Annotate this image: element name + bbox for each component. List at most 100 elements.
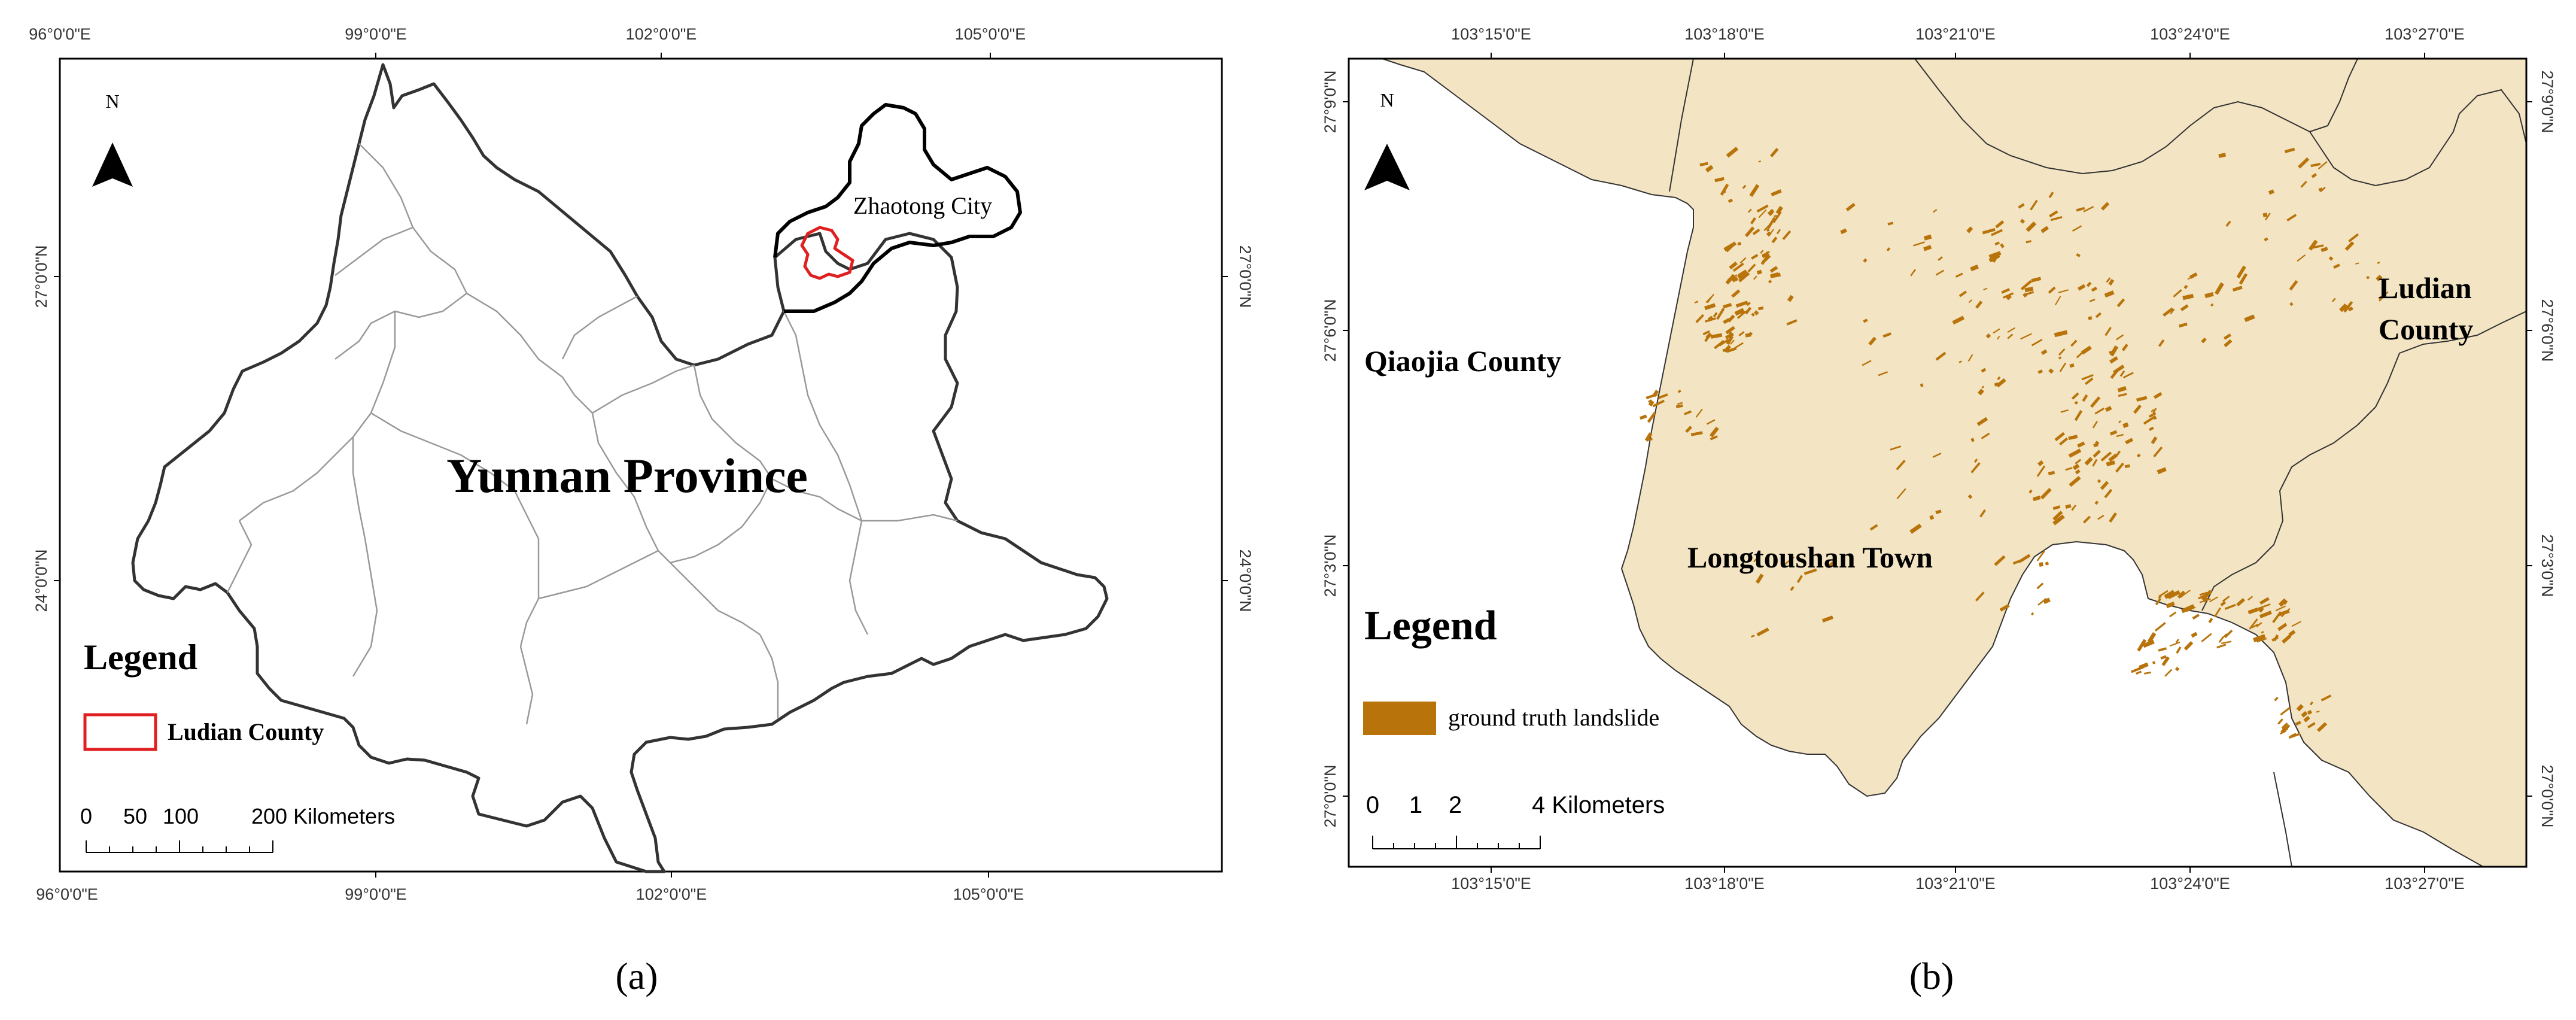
landslide-patch: [1720, 183, 1729, 196]
lat-label-right: 27°9'0"N: [2538, 70, 2556, 133]
landslide-patch: [1728, 198, 1733, 203]
landslide-patch: [1970, 438, 1975, 442]
lat-label-left: 27°0'0"N: [32, 245, 50, 308]
north-label: N: [105, 90, 119, 112]
landslide-patch: [2043, 597, 2051, 605]
landslide-patch: [1723, 303, 1732, 309]
landslide-patch: [2020, 218, 2025, 224]
landslide-patch: [2077, 441, 2085, 448]
landslide-patch: [1705, 332, 1713, 339]
landslide-patch: [1751, 635, 1755, 638]
landslide-patch: [1896, 488, 1906, 499]
landslide-patch: [1752, 228, 1760, 235]
landslide-patch: [1776, 229, 1781, 235]
landslide-patch: [1970, 462, 1981, 473]
landslide-patch: [1958, 290, 1967, 298]
legend-title-a: Legend: [84, 638, 197, 677]
landslide-patch: [2074, 400, 2078, 405]
landslide-patch: [2318, 187, 2323, 192]
landslide-patch: [2201, 633, 2212, 642]
landslide-patch: [2264, 212, 2271, 221]
landslide-patch: [1723, 241, 1737, 251]
landslide-patch: [1658, 393, 1668, 399]
landslide-patch: [2117, 385, 2127, 393]
map-frame-b: [1348, 57, 2528, 868]
landslide-patch: [2048, 368, 2054, 374]
panel-b: 103°15'0"E 103°18'0"E 103°21'0"E 103°24'…: [1321, 25, 2556, 892]
landslide-patch: [2121, 344, 2128, 351]
landslide-patch: [2236, 598, 2246, 607]
landslide-patch: [2316, 711, 2320, 713]
landslide-patch: [2319, 186, 2326, 193]
landslide-patch: [1995, 220, 2005, 229]
landslide-patch: [2277, 718, 2283, 725]
landslide-patch: [2218, 636, 2225, 643]
landslide-patch: [2108, 453, 2118, 462]
landslide-patch: [2158, 590, 2169, 597]
landslide-patch: [2282, 634, 2292, 644]
landslide-patch: [2136, 396, 2148, 402]
landslide-patch: [1766, 227, 1770, 232]
landslide-patch: [2106, 460, 2115, 467]
landslide-patch: [2204, 292, 2214, 298]
landslide-patch: [2320, 247, 2328, 253]
landslide-patch: [2054, 296, 2061, 306]
landslide-patch: [1734, 308, 1745, 316]
landslide-patch: [1935, 351, 1947, 361]
landslide-patch: [2040, 226, 2049, 233]
landslide-patch: [1685, 426, 1692, 433]
landslide-patch: [2025, 240, 2031, 244]
landslide-patch: [2284, 147, 2295, 153]
landslide-patch: [1929, 515, 1935, 520]
landslide-patch: [2154, 622, 2166, 632]
landslide-patch: [1775, 206, 1783, 215]
landslide-patch: [2164, 669, 2173, 677]
legend-swatch-ludian: [83, 713, 157, 751]
landslide-patch: [1975, 591, 1985, 602]
landslide-patch: [1970, 264, 1979, 272]
landslide-patch: [2258, 606, 2264, 613]
landslide-patch: [2164, 590, 2176, 599]
landslide-patch: [2028, 489, 2033, 494]
landslide-patch: [2275, 605, 2286, 612]
landslide-patch: [1997, 336, 2000, 340]
landslide-patch: [2081, 374, 2094, 381]
landslide-patch: [2092, 421, 2098, 429]
landslide-patch: [2001, 288, 2011, 294]
landslide-patch: [1938, 256, 1943, 262]
landslide-patch: [1771, 236, 1778, 244]
landslide-patch: [2072, 463, 2080, 470]
landslide-patch: [1767, 210, 1774, 216]
landslide-patch: [2163, 307, 2174, 317]
landslide-patch: [2036, 582, 2044, 590]
landslide-patch: [2247, 607, 2259, 615]
landslide-patch: [2151, 409, 2154, 412]
landslide-patch: [2256, 638, 2267, 643]
landslide-patch: [2082, 515, 2091, 524]
landslide-patch: [1923, 245, 1932, 251]
scale-label: 0: [1366, 792, 1379, 818]
landslide-patch: [2040, 349, 2048, 356]
landslide-patch: [2100, 481, 2109, 490]
landslide-patch: [2333, 263, 2340, 269]
landslide-patch: [2279, 730, 2286, 735]
landslide-patch: [2158, 339, 2165, 347]
landslide-patch: [2174, 666, 2180, 672]
landslide-patch: [2280, 706, 2291, 716]
lon-label-bottom: 103°15'0"E: [1451, 875, 1531, 892]
landslide-patch: [2173, 289, 2182, 298]
landslide-patch: [1994, 555, 2006, 566]
landslide-patch: [1845, 203, 1856, 211]
landslide-patch: [2289, 280, 2298, 291]
landslide-patch: [2070, 339, 2078, 347]
landslide-patch: [2318, 161, 2328, 169]
lon-label-top: 96°0'0"E: [29, 25, 91, 43]
landslide-patch: [1997, 376, 2001, 381]
landslide-patch: [1762, 254, 1771, 263]
landslide-patch: [2216, 643, 2227, 649]
landslide-patch: [2192, 614, 2200, 620]
landslide-patch: [1710, 333, 1723, 339]
landslide-patch: [1935, 509, 1942, 514]
landslide-patch: [2288, 733, 2301, 739]
scale-label: 200 Kilometers: [251, 804, 395, 828]
